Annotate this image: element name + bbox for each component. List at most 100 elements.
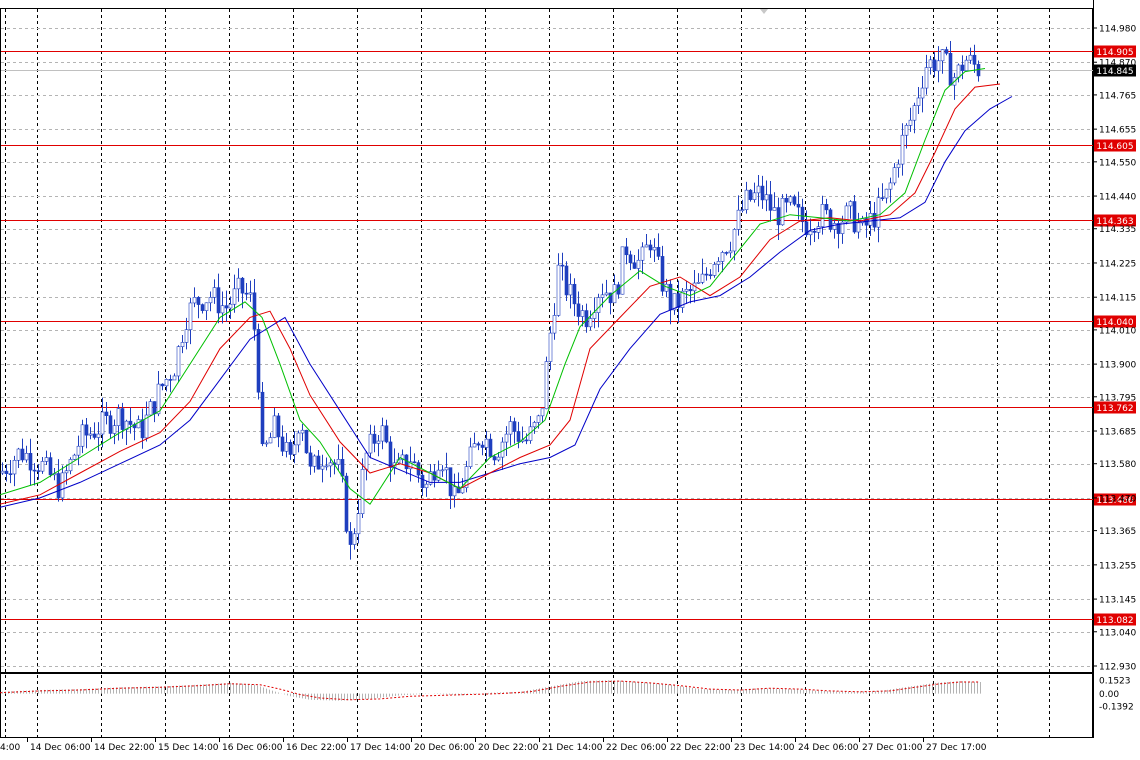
candle-body xyxy=(288,442,293,455)
x-tick-label: 22 Dec 22:00 xyxy=(670,743,731,753)
ma-red-line xyxy=(0,83,1001,505)
candle-body xyxy=(504,433,509,443)
candle-body xyxy=(248,292,253,295)
candle-body xyxy=(876,197,881,228)
candle-body xyxy=(284,442,289,452)
candle-body xyxy=(268,437,273,444)
candle-body xyxy=(188,302,193,330)
candle-body xyxy=(632,262,637,269)
candle-body xyxy=(908,119,913,126)
candle-body xyxy=(884,188,889,199)
candle-body xyxy=(568,283,573,296)
y-tick-label: 114.115 xyxy=(1099,294,1136,304)
y-tick-label: 113.145 xyxy=(1099,596,1136,606)
candle-body xyxy=(608,292,613,304)
candle-body xyxy=(824,204,829,211)
level-label: 114.040 xyxy=(1096,318,1133,328)
candle-body xyxy=(460,487,465,494)
candle-body xyxy=(428,471,433,485)
ma-green-line xyxy=(0,68,986,505)
candle-body xyxy=(932,59,937,72)
candle-body xyxy=(536,415,541,423)
candle-body xyxy=(44,457,49,462)
candle-body xyxy=(152,401,157,415)
candle-body xyxy=(112,425,117,434)
candle-body xyxy=(436,469,441,481)
candle-body xyxy=(452,486,457,497)
candle-body xyxy=(816,226,821,233)
candle-body xyxy=(856,222,861,233)
candle-body xyxy=(164,379,169,387)
candle-body xyxy=(500,441,505,458)
y-tick-label: 113.470 xyxy=(1099,494,1136,504)
candle-body xyxy=(836,223,841,234)
candle-body xyxy=(104,411,109,416)
candle-body xyxy=(240,277,245,294)
candle-body xyxy=(352,533,357,545)
candle-body xyxy=(224,305,229,309)
y-tick-label: 113.580 xyxy=(1099,460,1136,470)
candle-body xyxy=(264,442,269,445)
candle-body xyxy=(32,469,37,472)
y-tick-label: 114.440 xyxy=(1099,193,1136,203)
candle-body xyxy=(548,332,553,362)
candle-body xyxy=(612,284,617,304)
candle-body xyxy=(464,466,469,489)
candle-body xyxy=(760,185,765,201)
candle-body xyxy=(812,230,817,233)
candle-body xyxy=(948,52,953,86)
y-tick-label: 114.870 xyxy=(1099,59,1136,69)
candle-body xyxy=(852,201,857,233)
candle-body xyxy=(848,201,853,207)
candle-body xyxy=(84,424,89,436)
candle-body xyxy=(600,294,605,298)
candle-body xyxy=(840,221,845,234)
level-label: 113.762 xyxy=(1096,404,1133,414)
candle-body xyxy=(680,290,685,308)
candle-body xyxy=(412,461,417,464)
candle-body xyxy=(728,250,733,254)
candle-body xyxy=(68,459,73,472)
candle-body xyxy=(292,444,297,455)
candle-body xyxy=(316,455,321,470)
candle-body xyxy=(120,408,125,430)
candle-body xyxy=(156,383,161,415)
x-tick-label: 17 Dec 14:00 xyxy=(350,743,411,753)
candle-body xyxy=(592,312,597,319)
candle-body xyxy=(348,531,353,545)
candle-body xyxy=(200,304,205,311)
candle-body xyxy=(744,189,749,211)
candle-body xyxy=(756,185,761,194)
x-axis-layer: 4:00 14 Dec 06:00 14 Dec 22:00 15 Dec 14:00… xyxy=(0,738,987,753)
y-tick-label: 113.040 xyxy=(1099,628,1136,638)
candle-body xyxy=(180,342,185,347)
candle-body xyxy=(808,230,813,236)
candle-body xyxy=(804,221,809,236)
candle-body xyxy=(524,439,529,442)
candle-body xyxy=(736,209,741,230)
candle-body xyxy=(408,461,413,470)
y-tick-label: 113.365 xyxy=(1099,527,1136,537)
candle-body xyxy=(484,438,489,448)
candle-body xyxy=(556,264,561,316)
candle-body xyxy=(24,453,29,461)
level-label-box xyxy=(1094,315,1136,328)
candle-body xyxy=(444,467,449,471)
candle-body xyxy=(672,293,677,311)
candle-body xyxy=(420,474,425,489)
candle-body xyxy=(364,452,369,470)
candle-body xyxy=(28,453,33,471)
candle-body xyxy=(628,254,633,264)
candle-body xyxy=(768,194,773,211)
candle-body xyxy=(308,452,313,467)
candle-body xyxy=(136,419,141,429)
candle-body xyxy=(148,401,153,416)
candle-body xyxy=(752,192,757,200)
candle-body xyxy=(960,64,965,71)
candle-body xyxy=(660,256,665,292)
candle-body xyxy=(780,197,785,226)
candle-body xyxy=(380,425,385,442)
candle-body xyxy=(40,461,45,472)
candle-body xyxy=(552,315,557,334)
candle-body xyxy=(620,246,625,295)
